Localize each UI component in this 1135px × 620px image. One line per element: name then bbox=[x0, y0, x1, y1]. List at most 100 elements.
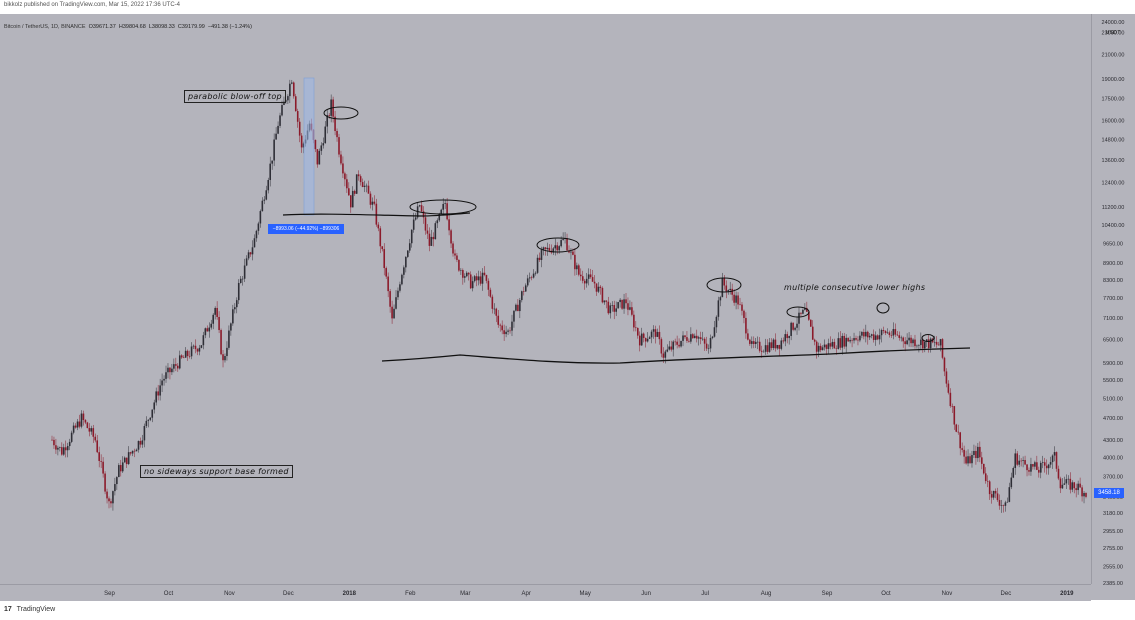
candle-body bbox=[273, 139, 275, 161]
candle-body bbox=[658, 331, 661, 340]
candle-body bbox=[283, 101, 285, 106]
candle-body bbox=[1071, 482, 1074, 490]
symbol-legend: Bitcoin / TetherUS, 1D, BINANCE O39671.3… bbox=[4, 24, 252, 30]
highlight-circle-6 bbox=[876, 302, 890, 314]
candle-body bbox=[982, 463, 985, 474]
candle-body bbox=[694, 335, 696, 339]
candle-body bbox=[391, 306, 393, 319]
candle-body bbox=[322, 143, 325, 146]
candle-body bbox=[237, 282, 240, 301]
candle-body bbox=[259, 211, 262, 224]
candle-body bbox=[707, 348, 710, 350]
candle-body bbox=[62, 447, 65, 455]
candle-body bbox=[955, 424, 958, 432]
candle-body bbox=[206, 328, 209, 332]
price-tick-label: 19000.00 bbox=[1102, 77, 1125, 83]
candle-body bbox=[399, 284, 401, 291]
candle-body bbox=[870, 334, 873, 336]
candle-body bbox=[511, 321, 513, 331]
candle-body bbox=[1030, 464, 1032, 472]
candle-body bbox=[76, 421, 79, 428]
candle-body bbox=[365, 185, 368, 187]
candle-body bbox=[367, 185, 370, 194]
candle-body bbox=[906, 340, 908, 345]
candle-body bbox=[348, 188, 350, 196]
candle-body bbox=[676, 341, 678, 345]
price-tick-label: 17500.00 bbox=[1102, 97, 1125, 103]
candle-body bbox=[648, 337, 651, 339]
candle-body bbox=[831, 341, 834, 347]
candle-body bbox=[918, 345, 920, 346]
candle-body bbox=[198, 347, 201, 352]
candle-body bbox=[629, 307, 631, 310]
price-tick-label: 21000.00 bbox=[1102, 52, 1125, 58]
candle-body bbox=[1077, 483, 1079, 491]
highlight-circle-3 bbox=[536, 237, 580, 253]
candle-body bbox=[764, 345, 767, 352]
candle-body bbox=[1038, 469, 1040, 473]
candle-body bbox=[686, 337, 688, 341]
candle-body bbox=[774, 339, 777, 349]
candle-body bbox=[1051, 455, 1054, 463]
candle-body bbox=[129, 452, 132, 454]
candle-body bbox=[967, 456, 969, 464]
price-tick-label: 7100.00 bbox=[1103, 316, 1123, 322]
candle-body bbox=[1012, 468, 1015, 478]
candle-body bbox=[1059, 478, 1062, 489]
candles-layer bbox=[51, 79, 1087, 513]
candle-body bbox=[98, 452, 100, 461]
candle-body bbox=[57, 447, 59, 450]
candle-body bbox=[837, 338, 840, 349]
candle-body bbox=[1014, 453, 1017, 469]
candle-body bbox=[688, 340, 690, 342]
candle-body bbox=[890, 335, 893, 336]
candle-body bbox=[373, 201, 376, 204]
candle-body bbox=[762, 351, 765, 353]
candle-body bbox=[245, 258, 248, 266]
candle-body bbox=[601, 287, 604, 303]
candle-body bbox=[914, 339, 916, 347]
candle-body bbox=[1039, 462, 1042, 473]
candle-body bbox=[888, 332, 891, 336]
candle-body bbox=[328, 115, 330, 116]
candle-body bbox=[865, 331, 867, 337]
candle-body bbox=[442, 203, 444, 210]
candle-body bbox=[436, 220, 439, 224]
candle-body bbox=[841, 335, 844, 348]
candle-body bbox=[597, 286, 600, 292]
candle-body bbox=[499, 324, 501, 326]
candle-body bbox=[521, 291, 523, 301]
tradingview-footer[interactable]: 17 TradingView bbox=[4, 606, 55, 613]
highlight-circle-5 bbox=[786, 306, 810, 318]
candle-body bbox=[253, 238, 256, 248]
candle-body bbox=[749, 339, 751, 344]
candle-body bbox=[605, 300, 608, 302]
candle-body bbox=[216, 307, 218, 317]
candle-body bbox=[660, 339, 663, 354]
candle-body bbox=[998, 500, 1001, 506]
candle-body bbox=[947, 383, 950, 393]
candle-body bbox=[603, 300, 606, 303]
candle-body bbox=[357, 174, 360, 177]
time-axis[interactable] bbox=[0, 584, 1091, 601]
candle-body bbox=[334, 116, 336, 131]
price-tick-label: 7700.00 bbox=[1103, 296, 1123, 302]
candle-body bbox=[619, 299, 621, 303]
candle-body bbox=[977, 446, 979, 459]
candle-body bbox=[937, 344, 940, 346]
candle-body bbox=[159, 385, 161, 396]
candle-body bbox=[784, 334, 787, 342]
candle-body bbox=[287, 96, 289, 101]
candle-body bbox=[530, 277, 533, 279]
candle-body bbox=[1061, 484, 1064, 489]
candle-body bbox=[279, 115, 281, 126]
time-tick-label: Sep bbox=[104, 591, 115, 597]
candle-body bbox=[173, 364, 175, 369]
candle-body bbox=[534, 272, 537, 274]
candle-body bbox=[192, 345, 195, 347]
resistance-line bbox=[282, 212, 471, 217]
candle-body bbox=[434, 223, 437, 240]
chart-area[interactable] bbox=[0, 14, 1135, 600]
candle-body bbox=[261, 200, 264, 212]
candle-body bbox=[884, 331, 887, 334]
